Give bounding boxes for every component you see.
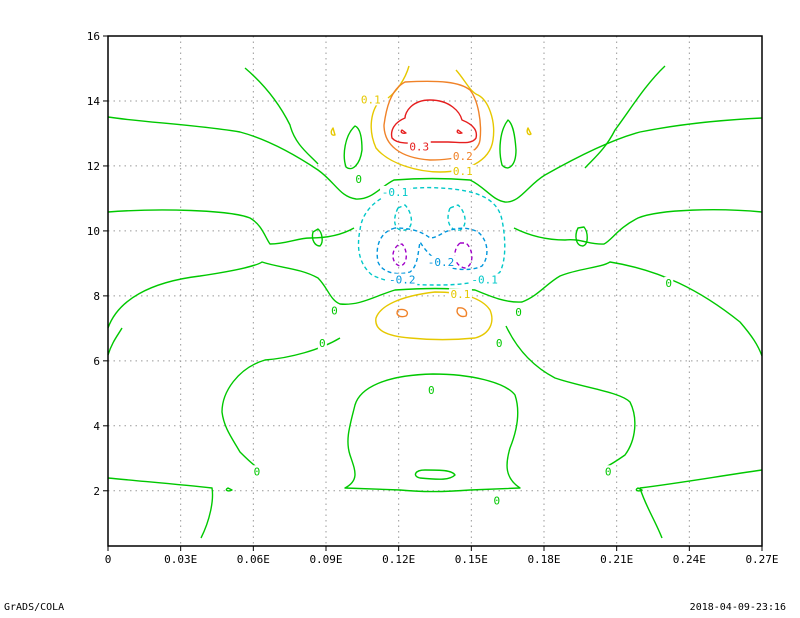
contour-line: [454, 242, 473, 269]
contour-label-bg: [664, 276, 674, 289]
contour-line: [499, 119, 517, 169]
x-tick-label: 0.24E: [673, 553, 706, 566]
contour-label: 0.3: [409, 140, 429, 153]
contour-lines: [107, 65, 763, 539]
contour-label-bg: [354, 172, 364, 185]
x-tick-label: 0.27E: [745, 553, 778, 566]
contour-label-bg: [492, 494, 502, 507]
contour-line: [400, 129, 407, 134]
contour-line: [311, 228, 323, 247]
y-tick-label: 6: [93, 355, 100, 368]
contour-label: -0.1: [382, 186, 409, 199]
contour-label: 0: [515, 306, 522, 319]
contour-line: [107, 327, 123, 356]
contour-label-bg: [448, 288, 472, 301]
contour-label-bg: [451, 164, 475, 177]
contour-line: [584, 65, 666, 169]
contour-label-bg: [407, 140, 431, 153]
x-axis-ticks: 0 0.03E 0.06E 0.09E 0.12E 0.15E 0.18E 0.21E 0.24…: [105, 546, 779, 566]
contour-label: 0: [665, 277, 672, 290]
contour-line: [376, 227, 488, 275]
contour-label-bg: [469, 273, 500, 286]
x-tick-label: 0.03E: [164, 553, 197, 566]
contour-line: [375, 291, 493, 341]
contour-line: [456, 307, 468, 318]
contour-label: 0: [496, 337, 503, 350]
contour-label: 0: [493, 495, 500, 508]
contour-label-bg: [387, 273, 418, 286]
contour-label: -0.1: [471, 274, 498, 287]
contour-line: [330, 127, 336, 136]
plot-frame: [107, 35, 763, 547]
contour-line: [396, 308, 409, 318]
x-tick-label: 0: [105, 553, 112, 566]
x-tick-label: 0.18E: [527, 553, 560, 566]
contour-line: [107, 116, 763, 203]
contour-line: [383, 80, 482, 161]
x-tick-label: 0.06E: [237, 553, 270, 566]
contour-label-bg: [603, 465, 613, 478]
contour-label: 0.1: [450, 288, 470, 301]
contour-label-bg: [451, 150, 475, 163]
x-tick-label: 0.21E: [600, 553, 633, 566]
x-tick-label: 0.09E: [309, 553, 342, 566]
contour-line: [390, 99, 478, 144]
contour-line: [575, 226, 588, 247]
contour-label-bg: [514, 306, 524, 319]
contour-label: 0: [355, 173, 362, 186]
contour-line: [344, 373, 521, 493]
contour-label: 0: [319, 337, 326, 350]
contour-label: 0: [428, 384, 435, 397]
contour-line: [635, 487, 643, 492]
contour-label-bg: [329, 304, 339, 317]
contour-line: [414, 469, 456, 480]
contour-label-bg: [252, 465, 262, 478]
contour-label-bg: [359, 93, 383, 106]
contour-line: [107, 261, 763, 357]
contour-line: [513, 209, 763, 245]
footer-credit: GrADS/COLA: [4, 602, 65, 613]
contour-line: [221, 337, 341, 469]
contour-line: [526, 127, 532, 136]
contour-label: 0.2: [453, 150, 473, 163]
contour-line: [225, 487, 233, 492]
contour-label: 0.1: [453, 165, 473, 178]
contour-label: 0: [331, 304, 338, 317]
contour-line: [447, 204, 466, 231]
y-tick-label: 8: [93, 290, 100, 303]
footer-timestamp: 2018-04-09-23:16: [689, 602, 786, 613]
y-tick-label: 12: [87, 160, 100, 173]
contour-line: [639, 469, 763, 539]
contour-line: [370, 69, 495, 173]
y-tick-label: 14: [87, 95, 101, 108]
contour-label-bg: [380, 185, 411, 198]
y-tick-label: 10: [87, 225, 100, 238]
x-tick-label: 0.12E: [382, 553, 415, 566]
contour-line: [392, 243, 407, 267]
contour-label: -0.2: [389, 274, 416, 287]
y-tick-label: 2: [93, 485, 100, 498]
contour-label: 0.1: [361, 93, 381, 106]
contour-label-bg: [426, 384, 436, 397]
y-tick-label: 4: [93, 420, 100, 433]
contour-line: [357, 186, 506, 286]
contour-label-bg: [426, 255, 457, 268]
contour-label-bg: [317, 336, 327, 349]
x-tick-label: 0.15E: [455, 553, 488, 566]
contour-line: [393, 204, 413, 231]
contour-label: 0: [254, 465, 261, 478]
contour-line: [505, 325, 636, 469]
contour-line: [107, 477, 214, 539]
contour-line: [456, 129, 463, 134]
contour-line: [107, 209, 355, 245]
contour-line: [244, 67, 319, 165]
contour-line: [343, 125, 363, 170]
contour-label: 0: [605, 465, 612, 478]
y-tick-label: 16: [87, 30, 100, 43]
contour-label-bg: [494, 336, 504, 349]
contour-label: -0.2: [428, 256, 455, 269]
y-axis-ticks: 2 4 6 8 10 12 14 16: [87, 30, 108, 498]
